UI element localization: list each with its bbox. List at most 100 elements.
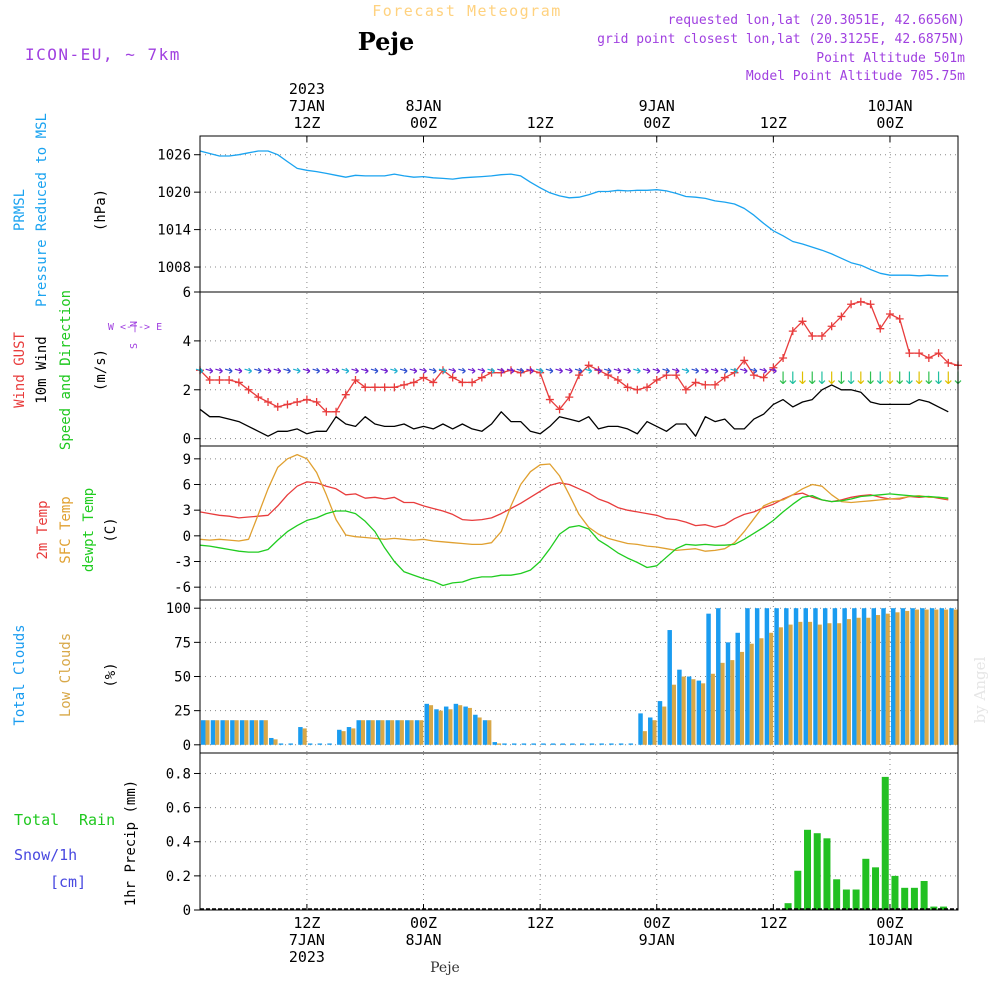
low-cloud-bar <box>652 720 657 745</box>
total-cloud-bar <box>511 743 517 745</box>
low-cloud-bar <box>205 720 210 745</box>
low-cloud-bar <box>428 705 434 745</box>
gust-marker <box>876 324 885 333</box>
low-cloud-bar <box>905 610 910 745</box>
low-cloud-bar <box>807 621 813 745</box>
wind-direction-arrow <box>759 367 768 374</box>
bottom-time-label: 12Z <box>760 914 787 932</box>
requested-coords: requested lon,lat (20.3051E, 42.6656N) <box>668 13 965 28</box>
clouds-tick-label: 0 <box>183 738 191 754</box>
total-cloud-bar <box>861 608 867 745</box>
total-cloud-bar <box>871 608 877 745</box>
total-cloud-bar <box>502 743 507 745</box>
gust-marker <box>361 383 370 392</box>
total-cloud-bar <box>239 720 245 745</box>
total-cloud-bar <box>541 743 546 745</box>
wind-direction-arrow <box>672 367 680 374</box>
gust-marker <box>409 378 418 387</box>
gust-marker <box>419 373 428 382</box>
wind-direction-arrow <box>331 367 340 374</box>
wind-direction-arrow <box>681 367 690 374</box>
total-cloud-bar <box>249 720 255 745</box>
rain-bar <box>794 870 802 910</box>
wind-direction-arrow <box>691 367 700 374</box>
wind-label-gust: Wind GUST <box>12 332 28 408</box>
pressure-panel-frame <box>199 135 959 293</box>
compass-we: W <-|-> E <box>108 322 162 333</box>
wind-direction-arrow <box>642 367 651 374</box>
total-cloud-bar <box>793 608 799 745</box>
temperature-tick-label: 9 <box>183 452 191 468</box>
gust-marker <box>429 378 438 387</box>
bottom-time-label: 9JAN <box>639 931 675 949</box>
total-cloud-bar <box>764 608 770 745</box>
gust-marker <box>225 376 234 384</box>
wind-direction-arrow <box>925 371 933 384</box>
total-cloud-bar <box>473 714 478 745</box>
total-cloud-bar <box>560 743 566 745</box>
gust-marker <box>749 371 758 380</box>
gust-marker <box>798 317 807 326</box>
temp-label-2m: 2m Temp <box>35 500 51 559</box>
low-cloud-bar <box>671 684 677 745</box>
temperature-panel-label: 2m Temp SFC Temp dewpt Temp (C) <box>35 488 119 572</box>
wind-direction-arrow <box>799 371 806 384</box>
wind-direction-arrow <box>633 367 641 374</box>
gust-marker <box>817 332 826 340</box>
wind-direction-arrow <box>896 371 904 384</box>
temperature-tick-label: 6 <box>183 478 191 494</box>
gust-marker <box>779 354 788 362</box>
wind-direction-arrow <box>584 367 593 374</box>
wind-direction-arrow <box>438 367 447 374</box>
gust-marker <box>555 405 564 414</box>
low-cloud-bar <box>234 720 239 745</box>
gust-marker <box>370 383 379 392</box>
wind-direction-arrow <box>535 367 544 374</box>
gust-marker <box>351 376 360 384</box>
gust-marker <box>740 356 749 365</box>
low-cloud-bar <box>953 609 958 745</box>
wind-direction-arrow <box>623 367 632 374</box>
gust-marker <box>293 398 302 406</box>
gust-marker <box>477 373 486 382</box>
gust-marker <box>905 349 914 358</box>
total-cloud-bar <box>725 642 731 745</box>
rain-bar <box>804 829 812 910</box>
point-altitude: Point Altitude 501m <box>816 51 965 66</box>
clouds-tick-label: 100 <box>166 601 191 617</box>
total-cloud-bar <box>949 608 954 745</box>
wind-direction-arrow <box>244 367 253 374</box>
low-cloud-bar <box>846 619 851 745</box>
gust-marker <box>613 376 622 384</box>
wind-direction-arrow <box>857 371 865 384</box>
wind-speed-line <box>199 384 949 437</box>
low-cloud-bar <box>924 609 929 745</box>
total-cloud-bar <box>852 608 857 745</box>
wind-direction-arrow <box>283 367 291 374</box>
total-cloud-bar <box>754 608 760 745</box>
wind-direction-arrow <box>429 367 437 374</box>
low-cloud-bar <box>458 705 463 745</box>
gust-marker <box>380 383 389 392</box>
precip-label-total: Total <box>14 811 59 829</box>
pressure-tick-label: 1008 <box>157 260 191 276</box>
total-cloud-bar <box>443 706 449 745</box>
gust-marker <box>944 358 953 367</box>
compass-north: N <box>129 321 140 327</box>
total-cloud-bar <box>550 743 556 745</box>
total-cloud-bar <box>910 608 915 745</box>
low-cloud-bar <box>876 615 881 745</box>
precip-label-snow: Snow/1h <box>14 846 77 864</box>
gust-marker <box>672 371 681 380</box>
precip-unit: 1hr Precip (mm) <box>123 780 139 906</box>
total-cloud-bar <box>686 676 692 745</box>
total-cloud-bar <box>395 720 400 745</box>
low-cloud-bar <box>710 673 715 745</box>
low-cloud-bar <box>662 706 667 745</box>
gust-marker <box>788 327 797 336</box>
bottom-time-label: 00Z <box>643 914 670 932</box>
low-cloud-bar <box>798 621 803 745</box>
total-cloud-bar <box>657 701 663 745</box>
total-cloud-bar <box>716 608 721 745</box>
rain-bar <box>920 880 928 910</box>
